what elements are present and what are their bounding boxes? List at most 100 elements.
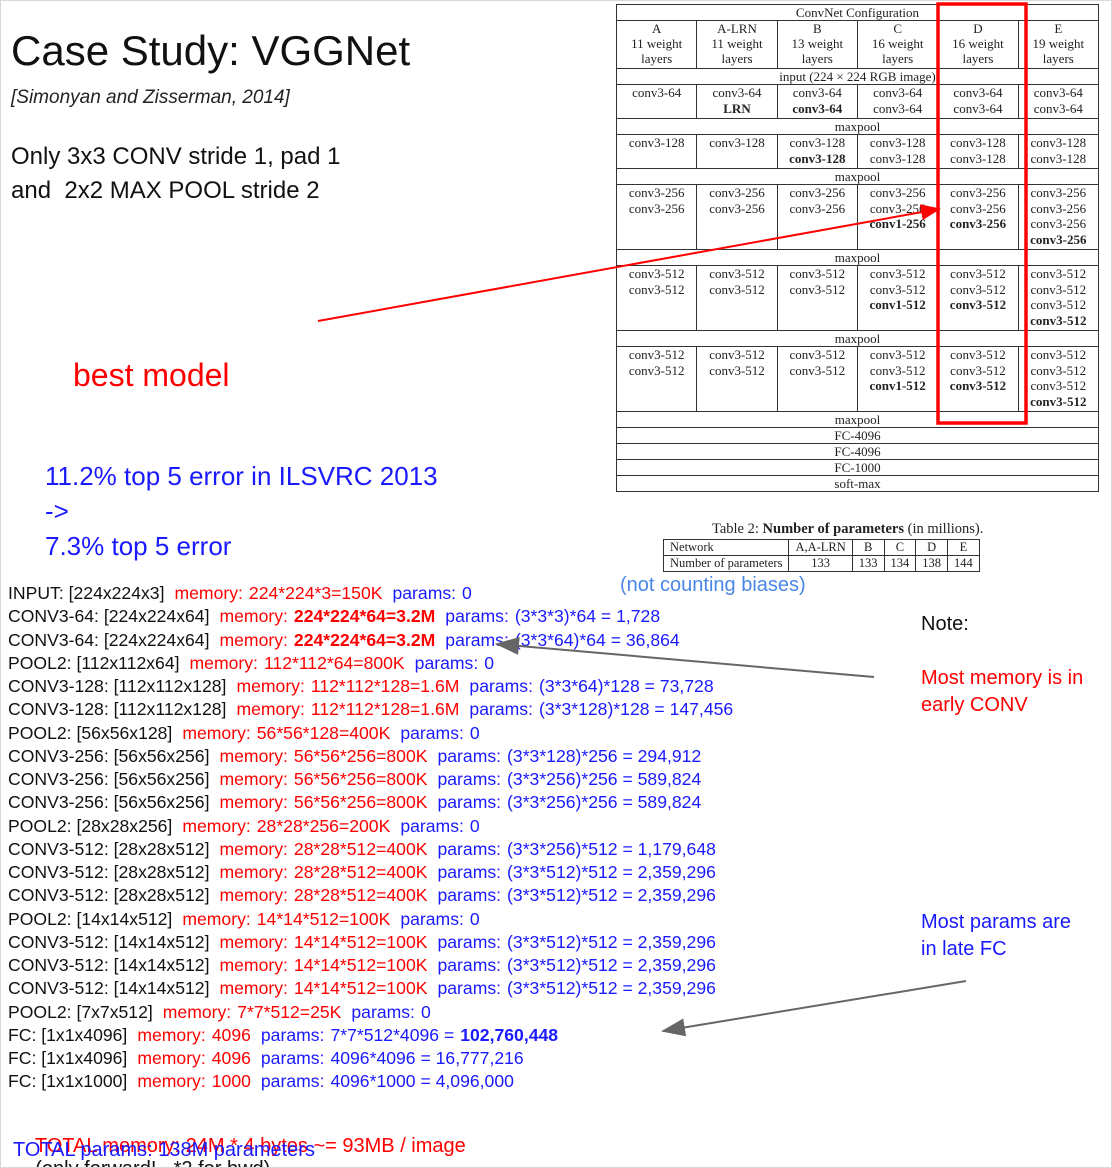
table-row: A 11 weight layers A-LRN 11 weight layers B 13 … <box>615 20 1100 69</box>
column-layers: layers <box>1042 51 1074 66</box>
memory-text: memory: 56*56*256=800K <box>219 746 427 766</box>
cell-line: conv3-256 <box>1030 231 1087 247</box>
params-part: 0 <box>420 1001 431 1022</box>
params-text: params: 4096*4096 = 16,777,216 <box>261 1048 524 1068</box>
params-part: params: <box>260 1048 325 1068</box>
cell-line: conv3-512 <box>1030 281 1087 297</box>
params-part: params: <box>469 699 533 720</box>
table-row: ConvNet Configuration <box>616 4 1099 21</box>
layer-row: CONV3-512: [14x14x512] memory: 14*14*512=1… <box>8 954 716 977</box>
memory-text: memory: 14*14*512=100K <box>219 932 427 952</box>
table-cell: conv3-64 conv3-64 <box>856 84 939 119</box>
table-row: FC-4096 <box>616 427 1099 444</box>
config-table: ConvNet Configuration A 11 weight layers A-L… <box>615 4 1100 492</box>
params-text: params: (3*3*512)*512 = 2,359,296 <box>437 862 715 882</box>
cell-line: conv3-512 <box>949 297 1007 312</box>
memory-part: 112*112*128=1.6M <box>310 699 460 720</box>
cell-line: conv3-512 <box>789 347 846 362</box>
layer-row: CONV3-64: [224x224x64] memory: 224*224*64=… <box>8 605 660 628</box>
params-part: params: <box>414 652 479 673</box>
caption-part: Table 2: <box>712 521 763 537</box>
memory-part: 224*224*3=150K <box>248 583 383 603</box>
table-cell: maxpool <box>616 168 1099 185</box>
table-row: Network A,A-LRN B C D E <box>662 539 980 556</box>
table-cell: Number of parameters <box>662 555 790 572</box>
memory-part: 224*224*64=3.2M <box>293 629 436 650</box>
params-text: params: (3*3*512)*512 = 2,359,296 <box>437 955 715 975</box>
memory-part: 28*28*512=400K <box>293 885 428 906</box>
memory-note: early CONV <box>921 694 1028 716</box>
cell-line: conv3-256 <box>869 185 926 200</box>
cell-line: conv3-512 <box>709 347 765 362</box>
params-text: params: 0 <box>400 909 479 929</box>
cell-line: conv3-64 <box>1033 100 1083 116</box>
layer-row: CONV3-64: [224x224x64] memory: 224*224*64=… <box>8 629 680 652</box>
table-cell: conv3-512 conv3-512 conv1-512 <box>856 346 939 412</box>
table-cell: input (224 × 224 RGB image) <box>616 68 1099 85</box>
column-name: A-LRN <box>717 21 757 36</box>
table-cell: conv3-128 <box>696 134 778 169</box>
params-text: params: 4096*1000 = 4,096,000 <box>261 1071 514 1091</box>
cell-line: conv3-256 <box>950 185 1006 200</box>
layer-row: CONV3-256: [56x56x256] memory: 56*56*256=8… <box>8 768 701 791</box>
params-part: params: <box>437 885 502 906</box>
cell-line: conv3-512 <box>628 281 685 297</box>
params-text: params: (3*3*256)*256 = 589,824 <box>437 769 701 789</box>
cell-line: conv3-512 <box>628 347 685 362</box>
cell-line: conv3-512 <box>1030 393 1087 409</box>
memory-text: memory: 28*28*512=400K <box>219 862 427 882</box>
params-part: (3*3*512)*512 = 2,359,296 <box>507 955 716 975</box>
params-part: params: <box>260 1024 325 1045</box>
table-row: conv3-512 conv3-512 conv3-512 conv3-512 conv… <box>615 265 1100 331</box>
column-header: A 11 weight layers <box>615 20 698 69</box>
memory-text: memory: 28*28*512=400K <box>219 885 427 905</box>
memory-text: memory: 224*224*64=3.2M <box>219 606 435 626</box>
cell-line: conv3-512 <box>789 281 846 297</box>
params-part: 0 <box>469 908 480 929</box>
memory-text: memory: 112*112*64=800K <box>190 653 405 673</box>
cell-line: conv3-256 <box>709 185 765 200</box>
layer-name: CONV3-256: [56x56x256] <box>8 745 210 766</box>
column-layers: 11 weight <box>711 36 763 51</box>
cell-line: conv3-128 <box>869 135 926 150</box>
column-layers: layers <box>641 51 673 66</box>
table-cell: conv3-512 conv3-512 <box>776 346 858 412</box>
table-cell: 133 <box>788 555 853 572</box>
memory-part: 28*28*512=400K <box>293 838 428 859</box>
table-cell: FC-1000 <box>616 459 1099 476</box>
memory-text: memory: 28*28*512=400K <box>219 839 427 859</box>
table-cell: conv3-64 LRN <box>696 84 778 119</box>
cell-line: conv3-512 <box>869 347 926 362</box>
table-cell: conv3-64 conv3-64 <box>1017 84 1100 119</box>
params-text: params: 0 <box>400 723 479 743</box>
params-part: (3*3*64)*64 = 36,864 <box>514 629 680 650</box>
layer-row: CONV3-512: [28x28x512] memory: 28*28*512=4… <box>8 838 716 861</box>
table-cell: conv3-128 conv3-128 <box>776 134 858 169</box>
table-cell: conv3-64 conv3-64 <box>776 84 858 119</box>
layer-name: CONV3-512: [14x14x512] <box>8 931 210 952</box>
table-cell: FC-4096 <box>616 427 1099 444</box>
cell-line: conv3-512 <box>628 362 685 378</box>
table-cell: conv3-256 conv3-256 conv3-256 conv3-256 <box>1017 184 1100 250</box>
title: Case Study: VGGNet <box>11 27 411 74</box>
memory-text: memory: 56*56*256=800K <box>219 792 427 812</box>
table-title: ConvNet Configuration <box>616 4 1099 21</box>
memory-part: memory: <box>219 862 288 882</box>
cell-line: conv3-512 <box>628 266 685 281</box>
cell-line: conv3-512 <box>709 266 765 281</box>
column-layers: layers <box>801 51 833 66</box>
table-cell: 144 <box>947 555 980 572</box>
cell-line: conv3-512 <box>869 281 926 297</box>
params-part: (3*3*3)*64 = 1,728 <box>514 606 661 627</box>
layer-row: FC: [1x1x1000] memory: 1000 params: 4096*100… <box>8 1070 514 1093</box>
column-layers: 11 weight <box>631 36 683 51</box>
memory-part: 14*14*512=100K <box>256 908 391 929</box>
params-text: params: (3*3*128)*128 = 147,456 <box>469 699 733 719</box>
memory-part: memory: <box>219 931 288 952</box>
memory-part: 224*224*64=3.2M <box>293 606 436 627</box>
cell-line: conv3-128 <box>950 135 1006 150</box>
params-part: params: <box>437 769 502 789</box>
params-text: params: (3*3*512)*512 = 2,359,296 <box>437 885 715 905</box>
table-cell: FC-4096 <box>616 443 1099 460</box>
params-part: params: <box>392 583 457 603</box>
